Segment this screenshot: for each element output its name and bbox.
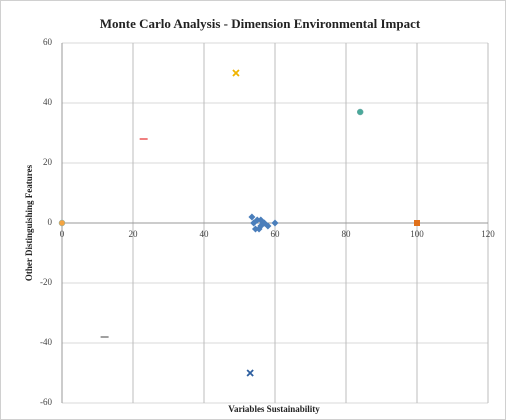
point: [251, 225, 259, 233]
point: [58, 219, 66, 227]
x-tick-label: 100: [410, 229, 424, 239]
x-tick-label: 80: [342, 229, 352, 239]
point: [264, 222, 272, 230]
y-tick-label: 60: [43, 37, 53, 47]
point: [356, 108, 364, 116]
y-tick-label: -60: [40, 397, 52, 407]
y-tick-label: 20: [43, 157, 53, 167]
point: [250, 219, 258, 227]
x-tick-label: 120: [481, 229, 495, 239]
point: [248, 213, 256, 221]
point: [271, 219, 279, 227]
y-tick-label: -40: [40, 337, 52, 347]
point: [253, 216, 261, 224]
y-tick-label: 40: [43, 97, 53, 107]
x-tick-label: 40: [200, 229, 210, 239]
x-tick-label: 60: [271, 229, 281, 239]
y-axis-label: Other Distinguishing Features: [24, 164, 34, 281]
y-tick-label: -20: [40, 277, 52, 287]
point: [255, 225, 263, 233]
chart-title: Monte Carlo Analysis - Dimension Environ…: [100, 16, 421, 31]
x-tick-label: 20: [129, 229, 139, 239]
x-axis-label: Variables Sustainability: [228, 404, 320, 414]
point: [414, 220, 420, 226]
y-tick-label: 0: [48, 217, 53, 227]
point: [232, 69, 240, 77]
point: [246, 369, 254, 377]
point: [257, 216, 265, 224]
